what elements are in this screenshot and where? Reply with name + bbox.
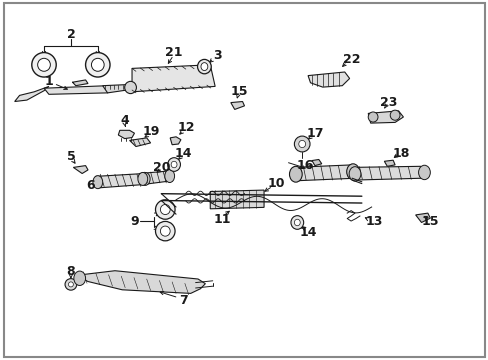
- Ellipse shape: [197, 59, 211, 74]
- Text: 1: 1: [44, 75, 53, 87]
- Ellipse shape: [289, 166, 302, 182]
- Text: 8: 8: [66, 265, 75, 278]
- Ellipse shape: [167, 158, 180, 171]
- Polygon shape: [311, 159, 321, 166]
- Polygon shape: [129, 138, 150, 147]
- Ellipse shape: [138, 172, 147, 185]
- Polygon shape: [170, 137, 181, 145]
- Ellipse shape: [140, 172, 150, 185]
- Ellipse shape: [290, 216, 303, 229]
- Ellipse shape: [171, 161, 177, 168]
- Polygon shape: [95, 174, 146, 188]
- Ellipse shape: [418, 165, 429, 180]
- Polygon shape: [307, 72, 349, 87]
- Polygon shape: [139, 171, 172, 184]
- Ellipse shape: [155, 200, 175, 219]
- Ellipse shape: [201, 63, 207, 71]
- Text: 2: 2: [66, 28, 75, 41]
- Polygon shape: [102, 85, 132, 93]
- Ellipse shape: [155, 221, 175, 241]
- Polygon shape: [44, 86, 112, 94]
- Ellipse shape: [93, 176, 102, 189]
- Polygon shape: [73, 166, 88, 174]
- Ellipse shape: [91, 58, 104, 71]
- Text: 4: 4: [120, 114, 129, 127]
- Ellipse shape: [367, 112, 377, 122]
- Text: 7: 7: [179, 294, 187, 307]
- Polygon shape: [210, 190, 264, 209]
- Text: 9: 9: [130, 215, 139, 228]
- Text: 12: 12: [177, 121, 194, 134]
- Text: 18: 18: [391, 147, 409, 159]
- Text: 21: 21: [164, 46, 182, 59]
- Polygon shape: [132, 65, 215, 92]
- Text: 10: 10: [267, 177, 285, 190]
- Text: 11: 11: [213, 213, 231, 226]
- Text: 14: 14: [299, 226, 316, 239]
- Polygon shape: [15, 86, 49, 102]
- Ellipse shape: [294, 136, 309, 152]
- Polygon shape: [415, 213, 429, 222]
- Text: 6: 6: [86, 179, 95, 192]
- Text: 19: 19: [142, 125, 160, 138]
- Polygon shape: [118, 130, 134, 139]
- Text: 13: 13: [365, 215, 382, 228]
- Ellipse shape: [160, 204, 170, 215]
- Polygon shape: [384, 160, 394, 166]
- Polygon shape: [72, 80, 88, 86]
- Text: 15: 15: [230, 85, 248, 98]
- Ellipse shape: [85, 53, 110, 77]
- Polygon shape: [351, 166, 427, 180]
- Text: 16: 16: [296, 159, 314, 172]
- Ellipse shape: [389, 110, 399, 120]
- Text: 20: 20: [152, 161, 170, 174]
- Ellipse shape: [38, 58, 50, 71]
- Ellipse shape: [346, 164, 359, 180]
- Ellipse shape: [294, 219, 300, 226]
- Ellipse shape: [32, 53, 56, 77]
- Text: 14: 14: [174, 147, 192, 159]
- Ellipse shape: [124, 81, 136, 94]
- Ellipse shape: [160, 226, 170, 236]
- Text: 17: 17: [306, 127, 324, 140]
- Ellipse shape: [348, 167, 360, 181]
- Polygon shape: [76, 271, 205, 293]
- Text: 23: 23: [379, 96, 397, 109]
- Ellipse shape: [65, 279, 77, 290]
- Text: 15: 15: [421, 215, 438, 228]
- Polygon shape: [293, 165, 355, 181]
- Polygon shape: [230, 102, 244, 109]
- Text: 22: 22: [343, 53, 360, 66]
- Ellipse shape: [298, 140, 305, 148]
- Ellipse shape: [68, 282, 73, 287]
- Text: 5: 5: [66, 150, 75, 163]
- Text: 3: 3: [213, 49, 222, 62]
- Polygon shape: [367, 111, 403, 123]
- Ellipse shape: [74, 271, 85, 285]
- Ellipse shape: [164, 170, 174, 183]
